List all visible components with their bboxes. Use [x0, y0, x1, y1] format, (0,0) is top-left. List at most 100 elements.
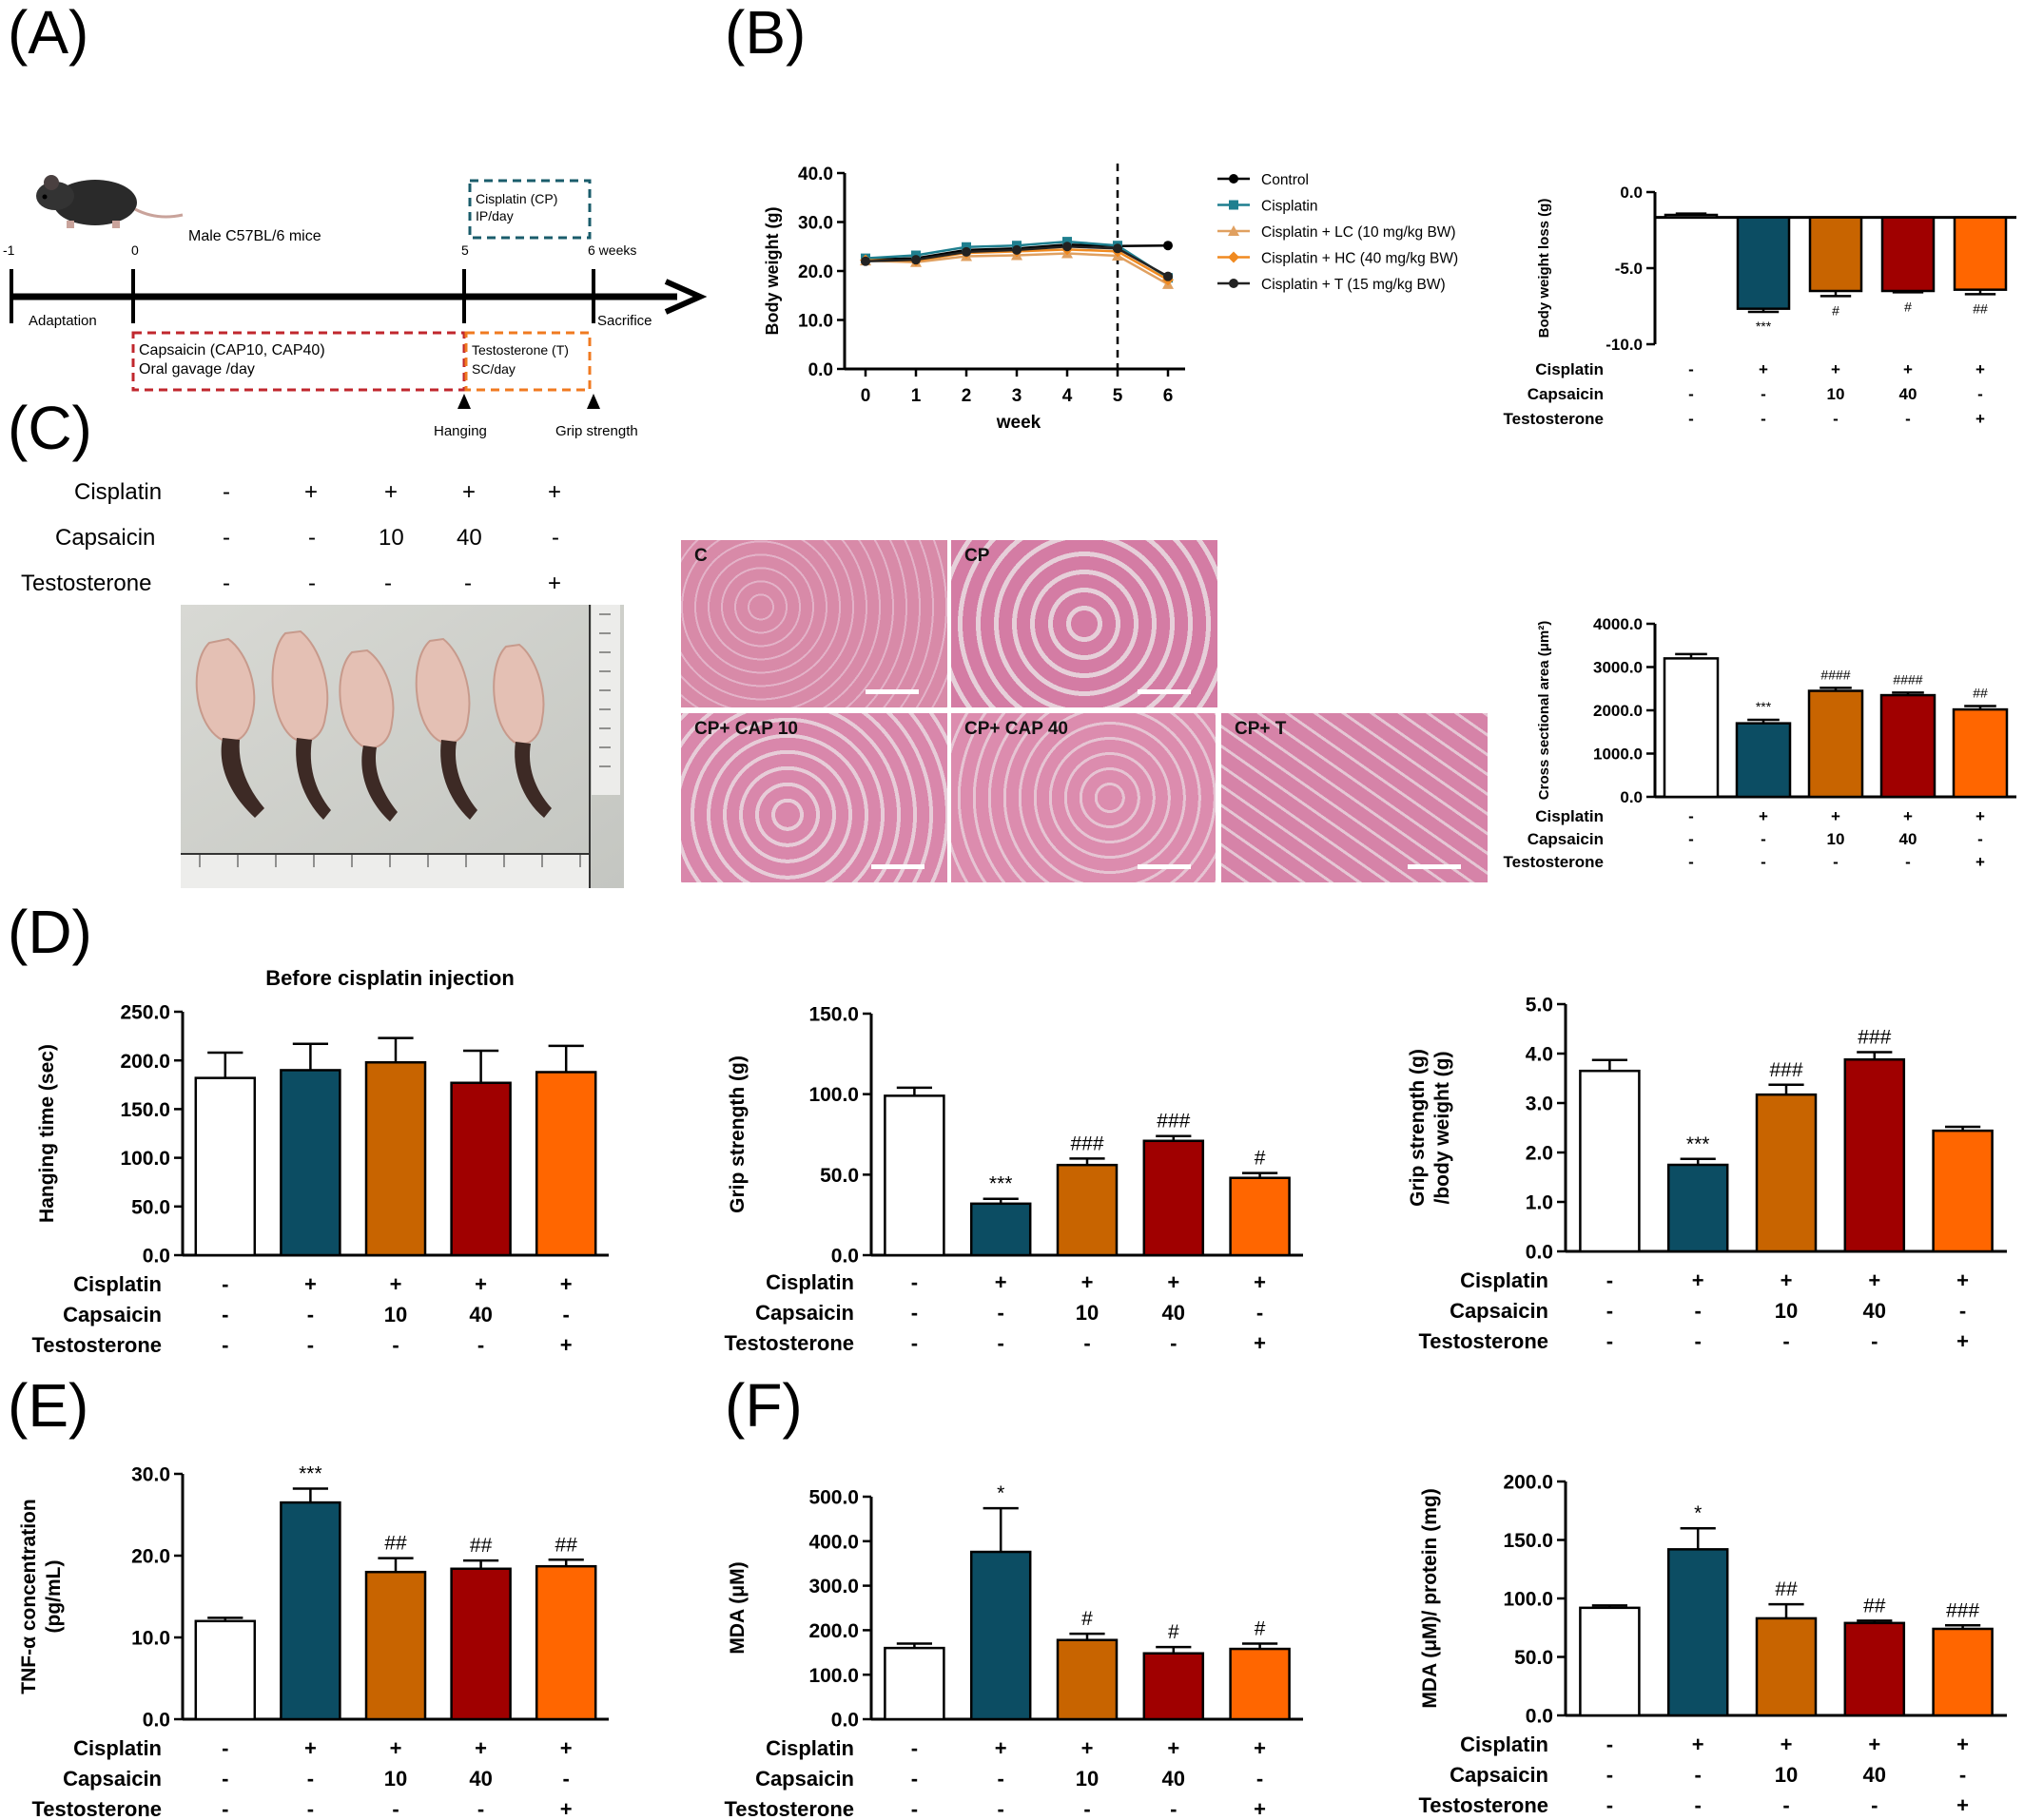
condition-value: -: [1688, 807, 1694, 825]
data-point: [962, 246, 971, 257]
condition-value: 10: [1076, 1767, 1099, 1791]
significance-mark: *: [997, 1482, 1004, 1504]
condition-value: +: [560, 1272, 573, 1296]
condition-value: -: [307, 1767, 314, 1791]
scale-bar: [1138, 864, 1191, 869]
grip-per-bodyweight-chart: 0.0 1.0 2.0 3.0 4.0 5.0 Grip strength (g)/body…: [1407, 995, 2007, 1353]
x-tick-label: 5: [1113, 386, 1123, 406]
condition-label: Cisplatin: [73, 1272, 162, 1296]
condition-value: +: [1254, 1736, 1266, 1760]
condition-value: -: [911, 1797, 918, 1820]
bar: [1735, 722, 1792, 799]
condition-value: -: [1606, 1733, 1613, 1756]
condition-value: -: [222, 1797, 228, 1820]
condition-value: +: [1975, 410, 1985, 428]
data-point: [962, 242, 971, 252]
bar: [1579, 1606, 1641, 1717]
condition-value: +: [1956, 1268, 1969, 1292]
significance-mark: ##: [384, 1533, 407, 1555]
condition-value: +: [1868, 1268, 1880, 1292]
condition-value: -: [1688, 360, 1694, 378]
condition-value: +: [304, 479, 319, 505]
bar: [194, 1076, 257, 1257]
condition-value: +: [560, 1736, 573, 1760]
condition-label: Capsaicin: [55, 525, 156, 551]
marker-hanging: Hanging: [434, 423, 487, 439]
condition-value: +: [1254, 1797, 1266, 1820]
condition-label: Testosterone: [1418, 1329, 1548, 1353]
data-point: [1012, 244, 1022, 255]
significance-mark: ##: [1973, 685, 1988, 700]
condition-value: -: [308, 571, 316, 596]
mouse-illustration: [36, 175, 184, 228]
condition-value: -: [1606, 1329, 1613, 1353]
bar: [280, 1501, 341, 1721]
condition-value: -: [222, 1767, 228, 1791]
significance-mark: ##: [470, 1535, 493, 1557]
y-axis-label: Grip strength (g): [1407, 1049, 1429, 1207]
histology-label: CP+ T: [1235, 719, 1287, 739]
testosterone-box-line1: Testosterone (T): [472, 342, 569, 358]
condition-value: +: [1975, 853, 1985, 871]
data-point: [1163, 241, 1173, 251]
condition-value: +: [475, 1272, 487, 1296]
bar: [884, 1094, 945, 1257]
significance-mark: ##: [1973, 300, 1988, 316]
condition-value: +: [1167, 1270, 1179, 1294]
condition-value: +: [1759, 807, 1768, 825]
cross-sectional-area-chart: 0.0 1000.0 2000.0 3000.0 4000.0 Cross section…: [1504, 615, 2016, 871]
condition-value: 40: [1863, 1763, 1886, 1787]
y-tick-label: 0.0: [1526, 1706, 1553, 1728]
condition-value: -: [1871, 1793, 1878, 1817]
condition-value: -: [911, 1767, 918, 1791]
x-tick-label: 3: [1012, 386, 1022, 406]
timeline-arrowhead: [664, 279, 708, 315]
condition-value: +: [548, 479, 562, 505]
condition-value: -: [1688, 853, 1694, 871]
y-axis-label: (pg/mL): [43, 1560, 65, 1634]
y-tick-label: 100.0: [808, 1665, 859, 1687]
bar: [280, 1069, 341, 1257]
tick-label: 6 weeks: [588, 242, 636, 258]
bar: [1056, 1638, 1119, 1721]
y-axis-label: TNF-α concentration: [18, 1499, 40, 1694]
cisplatin-box-line2: IP/day: [476, 208, 514, 223]
significance-mark: ####: [1893, 671, 1922, 687]
significance-mark: #: [1255, 1617, 1266, 1639]
bar: [1880, 216, 1936, 293]
bar: [535, 1564, 597, 1721]
condition-label: Cisplatin: [1460, 1268, 1548, 1292]
condition-value: -: [1833, 410, 1839, 428]
condition-label: Testosterone: [724, 1331, 854, 1355]
scale-bar: [1138, 689, 1191, 694]
y-tick-label: 40.0: [798, 165, 833, 184]
condition-value: -: [911, 1331, 918, 1355]
histology-cap10: CP+ CAP 10: [681, 713, 947, 882]
condition-value: -: [307, 1333, 314, 1357]
condition-value: -: [1695, 1793, 1702, 1817]
y-tick-label: 10.0: [131, 1628, 170, 1650]
condition-value: -: [1256, 1301, 1263, 1325]
condition-value: -: [1959, 1299, 1966, 1323]
data-point: [1062, 242, 1072, 252]
condition-value: -: [1761, 410, 1766, 428]
condition-value: -: [911, 1736, 918, 1760]
condition-label: Cisplatin: [74, 479, 163, 505]
condition-value: 40: [1162, 1767, 1185, 1791]
bar: [884, 1646, 945, 1721]
condition-label: Capsaicin: [1450, 1299, 1548, 1323]
condition-value: +: [1975, 807, 1985, 825]
panel-label-a: (A): [8, 0, 89, 67]
y-tick-label: 20.0: [798, 262, 833, 282]
gross-muscle-conditions: Cisplatin Capsaicin Testosterone - + + +…: [0, 475, 609, 609]
condition-value: +: [1956, 1733, 1969, 1756]
y-tick-label: 5.0: [1526, 995, 1553, 1016]
panel-label-e: (E): [8, 1371, 89, 1440]
bar: [1666, 1548, 1729, 1717]
condition-value: -: [1959, 1763, 1966, 1787]
y-tick-label: 100.0: [120, 1148, 170, 1170]
condition-value: +: [304, 1736, 317, 1760]
condition-value: -: [1606, 1763, 1613, 1787]
condition-value: -: [1256, 1767, 1263, 1791]
legend-marker: [1228, 225, 1239, 236]
